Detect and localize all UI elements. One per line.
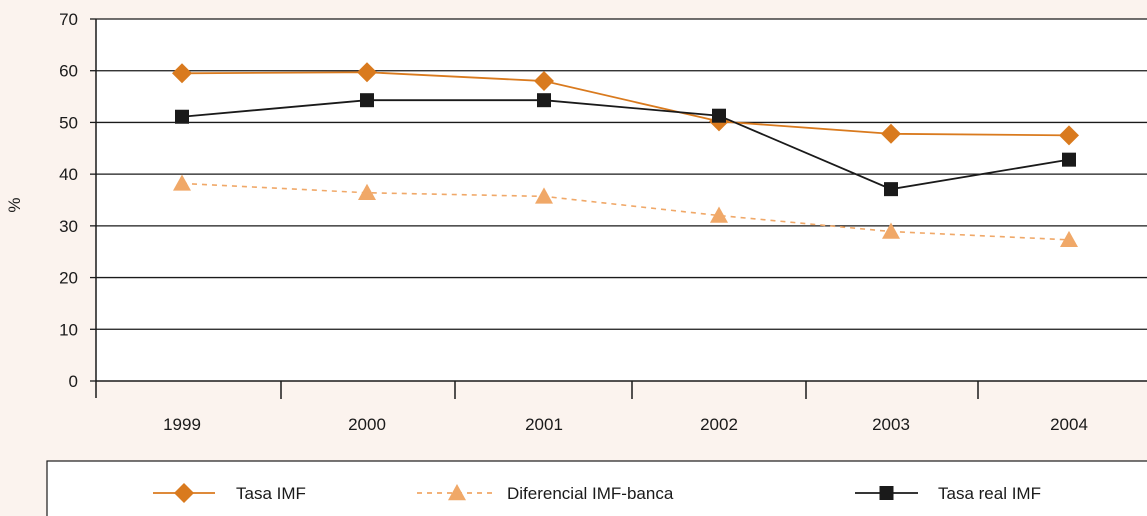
data-point — [534, 71, 554, 92]
series-tasa-real-imf — [175, 93, 1076, 197]
y-tick-label: 20 — [59, 269, 78, 288]
data-point — [712, 108, 726, 123]
series-diferencial-imf-banca — [173, 174, 1078, 248]
data-point — [1060, 230, 1078, 248]
data-point — [172, 63, 192, 84]
gridlines — [96, 18, 1147, 330]
legend-marker — [879, 486, 894, 500]
x-tick-label: 2000 — [348, 415, 386, 434]
series-layer — [172, 62, 1079, 248]
y-tick-label: 30 — [59, 217, 78, 236]
x-tick-label: 2001 — [525, 415, 563, 434]
y-tick-label: 0 — [69, 372, 78, 391]
series-line — [181, 71, 1070, 137]
x-tick-label: 2002 — [700, 415, 738, 434]
x-tick-label: 2003 — [872, 415, 910, 434]
legend-box — [46, 460, 1147, 516]
data-point — [884, 182, 898, 197]
data-point — [710, 206, 728, 223]
series-line — [181, 99, 1070, 191]
plot-area — [96, 19, 1147, 381]
legend-marker — [448, 484, 466, 501]
y-tick-label: 40 — [59, 165, 78, 184]
data-point — [1062, 152, 1076, 167]
data-point — [173, 174, 191, 191]
data-point — [535, 187, 553, 204]
legend-item: Tasa IMF — [153, 483, 306, 503]
x-axis-ticks: 1999 2000 2001 2002 2003 2004 — [163, 381, 1088, 434]
data-point — [360, 93, 374, 108]
series-line — [181, 182, 1070, 241]
x-tick-label: 2004 — [1050, 415, 1088, 434]
data-point — [175, 109, 189, 124]
x-tick-label: 1999 — [163, 415, 201, 434]
legend: Tasa IMF Diferencial IMF-banca Tasa real I… — [153, 483, 1041, 503]
legend-label: Tasa real IMF — [938, 484, 1041, 503]
legend-marker — [174, 483, 194, 503]
data-point — [357, 62, 377, 83]
legend-item: Diferencial IMF-banca — [417, 484, 674, 503]
data-point — [1059, 125, 1079, 146]
data-point — [537, 93, 551, 108]
data-point — [882, 222, 900, 239]
y-tick-label: 10 — [59, 320, 78, 339]
legend-label: Diferencial IMF-banca — [507, 484, 674, 503]
y-axis-label: % — [5, 197, 24, 212]
legend-item: Tasa real IMF — [855, 484, 1041, 503]
data-point — [881, 123, 901, 144]
y-tick-label: 50 — [59, 113, 78, 132]
y-axis-ticks: 0 10 20 30 40 50 60 70 — [59, 10, 96, 391]
legend-label: Tasa IMF — [236, 484, 306, 503]
y-tick-label: 70 — [59, 10, 78, 29]
data-point — [358, 183, 376, 200]
y-tick-label: 60 — [59, 62, 78, 81]
